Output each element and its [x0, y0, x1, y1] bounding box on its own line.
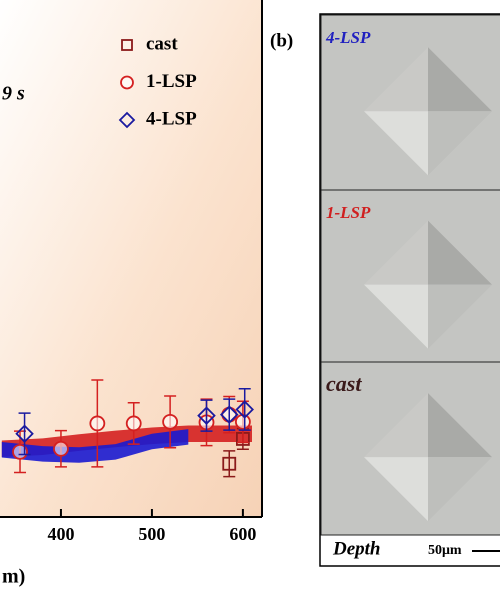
error-bar [238, 388, 251, 431]
legend-label: 1-LSP [146, 71, 197, 92]
legend-marker [121, 39, 133, 51]
point [125, 415, 142, 432]
error-bar [223, 398, 236, 431]
x-axis-label: m) [2, 566, 25, 588]
indent-face [364, 47, 428, 112]
scale-label: 50μm [428, 543, 462, 558]
point [162, 413, 179, 430]
indent-face [364, 457, 428, 522]
point [89, 415, 106, 432]
point [197, 406, 216, 425]
indent-face [428, 457, 492, 522]
indent-face [428, 111, 492, 176]
point [234, 413, 251, 430]
legend-label: cast [146, 33, 178, 54]
x-tick-label: 600 [229, 524, 256, 544]
point [222, 456, 237, 471]
indent-face [428, 220, 492, 285]
point [235, 400, 254, 419]
point [15, 424, 34, 444]
indent-face [428, 47, 492, 112]
legend-marker [118, 111, 136, 129]
error-bar [18, 412, 31, 456]
tile-label: cast [326, 371, 362, 396]
x-tick-label: 500 [138, 524, 165, 544]
x-tick-label: 400 [47, 524, 74, 544]
error-bar [200, 399, 213, 432]
legend-label: 4-LSP [146, 108, 197, 129]
error-bar [223, 450, 236, 478]
indent-face [428, 393, 492, 458]
annotation: 9 s [2, 83, 25, 105]
indent-face [364, 111, 428, 176]
tile-label: 1-LSP [326, 203, 371, 222]
legend-marker [120, 75, 134, 90]
band [1, 429, 189, 463]
point [53, 440, 69, 457]
panel-label: (b) [270, 30, 293, 51]
depth-label: Depth [332, 538, 381, 559]
tile-label: 4-LSP [325, 28, 371, 47]
point [219, 405, 239, 424]
indent-face [364, 220, 428, 285]
indent-face [364, 284, 428, 349]
indent-face [428, 284, 492, 349]
indent-face [364, 393, 428, 458]
point [12, 443, 28, 460]
